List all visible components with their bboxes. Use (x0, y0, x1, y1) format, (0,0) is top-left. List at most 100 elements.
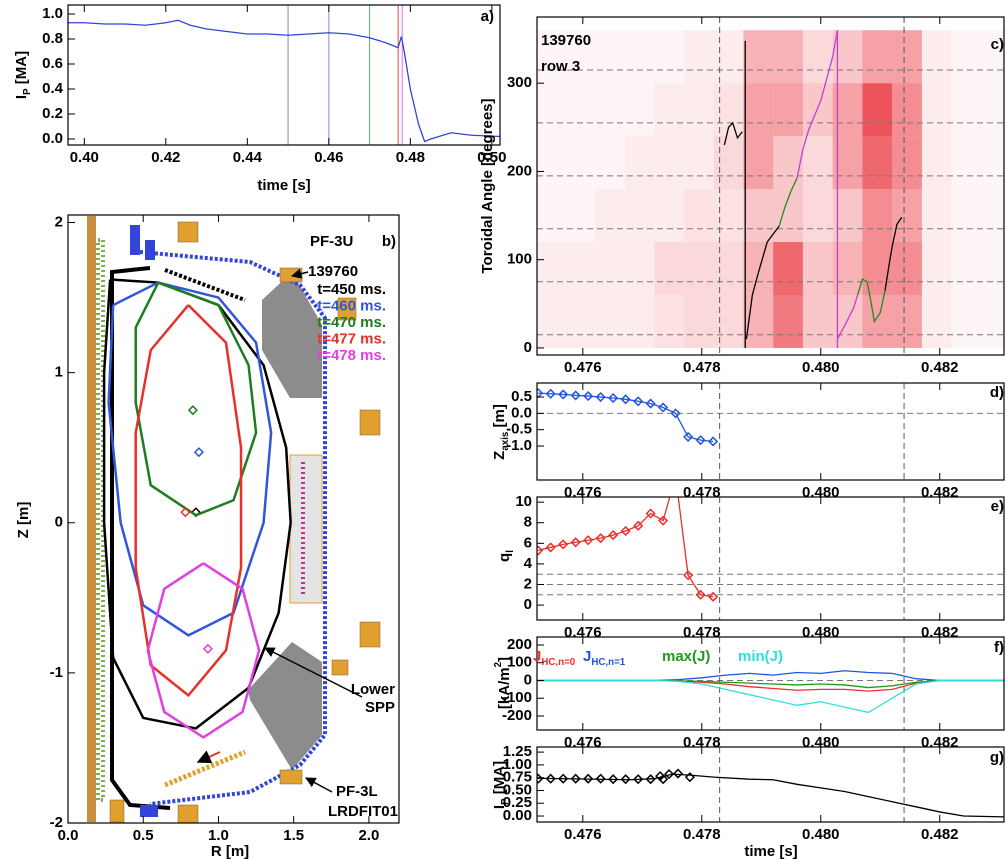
midplane-port (289, 454, 323, 604)
plot-area (102, 278, 292, 739)
heat-cell (802, 294, 833, 348)
legend-entry: t=477 ms. (317, 330, 386, 347)
y-tick-label: 1.00 (503, 756, 532, 773)
y-tick-label: 0.00 (503, 807, 532, 824)
x-tick-label: 0.48 (396, 149, 425, 166)
y-axis-label-part: q (496, 553, 513, 562)
heat-cell (773, 30, 803, 84)
plot-area (537, 637, 1004, 730)
heat-cell (537, 30, 565, 84)
y-tick-label: -1.0 (506, 437, 532, 454)
heat-cell (743, 294, 774, 348)
pf-coil (359, 621, 381, 648)
y-tick-label: 0.6 (42, 55, 63, 72)
heat-cell (654, 294, 684, 348)
y-tick-label: 0 (524, 339, 532, 356)
x-tick-label: 2.0 (358, 827, 379, 844)
heat-cell (654, 136, 684, 190)
y-tick-label: -2 (50, 814, 63, 831)
diamond-marker (664, 769, 675, 780)
annotation: Lower (351, 681, 395, 698)
annotation: row 3 (541, 58, 580, 75)
first-wall (110, 266, 171, 810)
series-line (857, 278, 886, 324)
series-line (537, 679, 1004, 714)
diamond-marker (655, 771, 666, 782)
y-axis-label: Z [m] (15, 502, 32, 539)
x-tick-label: 0.480 (802, 826, 840, 843)
plot-frame (536, 746, 1005, 823)
arrow (264, 647, 363, 698)
plot-frame (536, 382, 1005, 481)
heat-cell (683, 83, 714, 137)
heat-cell (773, 83, 803, 137)
pf-coil (279, 769, 303, 785)
diamond-marker (695, 435, 706, 446)
heat-cell (537, 294, 565, 348)
diamond-marker (608, 392, 619, 404)
diamond-marker (684, 772, 695, 783)
heat-cell (981, 242, 1004, 295)
heat-cell (654, 189, 684, 243)
heat-cell (892, 30, 922, 84)
y-tick-label: -100 (502, 689, 532, 706)
heat-cell (892, 136, 922, 190)
heat-cell (594, 136, 625, 190)
y-axis-label-part: P (22, 88, 33, 95)
pf-coil (337, 297, 357, 321)
diamond-marker (670, 408, 681, 419)
series-line (146, 562, 261, 739)
series-line (537, 670, 1004, 682)
heat-cell (921, 136, 952, 190)
heat-cell (743, 189, 774, 243)
heat-cell (862, 83, 893, 137)
center-coil (96, 238, 105, 802)
diamond-marker (645, 774, 656, 785)
legend-entry: t=460 ms. (317, 297, 386, 314)
y-tick-label: 0.5 (511, 388, 532, 405)
annotation: LRDFIT01 (328, 803, 398, 820)
plot-area (68, 5, 500, 145)
y-axis-label-part: Toroidal Angle [degrees] (479, 98, 496, 273)
diamond-marker (545, 773, 556, 784)
legend-entry: min(J) (738, 648, 783, 665)
plot-frame (536, 496, 1005, 621)
arrow (290, 268, 309, 279)
legend-entry: max(J) (662, 648, 710, 665)
y-tick-label: 1 (55, 364, 63, 381)
diamond-marker (683, 431, 694, 442)
panel-label: f) (994, 639, 1004, 656)
plot-frame (67, 214, 400, 824)
legend-entry: JHC,n=1 (583, 648, 626, 668)
x-tick-label: 0.46 (314, 149, 343, 166)
legend-entry-part: HC,n=1 (591, 657, 625, 668)
x-axis-label: time [s] (257, 177, 310, 194)
heat-cell (862, 242, 893, 295)
heat-cell (981, 83, 1004, 137)
diamond-marker (595, 533, 606, 544)
y-tick-label: 0 (524, 671, 532, 688)
heat-cell (537, 242, 565, 295)
y-tick-label: 100 (507, 251, 532, 268)
y-tick-label: 4 (524, 555, 533, 572)
y-tick-label: 8 (524, 514, 532, 531)
plot-frame (536, 636, 1005, 731)
heat-cell (862, 136, 893, 190)
heat-cell (594, 83, 625, 137)
x-tick-label: 0.476 (564, 359, 602, 376)
heat-cell (683, 242, 714, 295)
heat-cell (892, 83, 922, 137)
heat-cell (654, 30, 684, 84)
y-tick-label: 300 (507, 74, 532, 91)
diamond-marker (658, 515, 669, 526)
divertor-coils (130, 225, 158, 817)
heat-cell (654, 83, 684, 137)
heat-cell (713, 30, 744, 84)
y-tick-label: 200 (507, 162, 532, 179)
series-line (796, 30, 839, 179)
heat-cell (892, 189, 922, 243)
panel: 0.476 0.478 0.480 0.482 0 100 200 300 Toroidal A… (479, 16, 1005, 376)
y-tick-label: -1 (50, 664, 63, 681)
diamond-marker (620, 774, 631, 785)
